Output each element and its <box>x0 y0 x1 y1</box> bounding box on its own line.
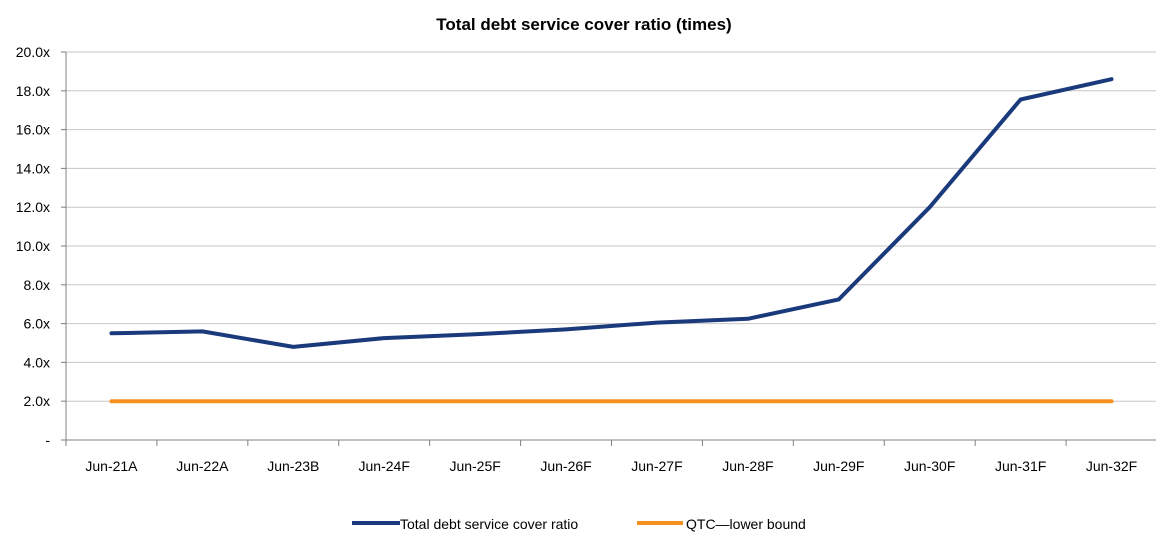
data-point-qtc-lower-bound <box>109 399 113 403</box>
data-point-dscr <box>109 331 113 335</box>
x-tick-label: Jun-32F <box>1086 458 1137 474</box>
y-tick-label: 12.0x <box>16 199 50 215</box>
data-point-qtc-lower-bound <box>1019 399 1023 403</box>
data-point-qtc-lower-bound <box>564 399 568 403</box>
data-point-dscr <box>655 321 659 325</box>
x-axis: Jun-21A Jun-22A Jun-23B Jun-24F Jun-25F Jun-2… <box>65 439 1156 474</box>
data-point-dscr <box>928 205 932 209</box>
legend-label: QTC—lower bound <box>686 516 806 532</box>
y-tick-label: 16.0x <box>16 122 50 138</box>
legend: Total debt service cover ratio QTC—lower … <box>352 516 806 532</box>
data-point-qtc-lower-bound <box>746 399 750 403</box>
y-tick-label: 10.0x <box>16 238 50 254</box>
x-tick-label: Jun-23B <box>267 458 319 474</box>
data-point-dscr <box>564 327 568 331</box>
x-tick-label: Jun-31F <box>995 458 1046 474</box>
y-tick-label: 14.0x <box>16 160 50 176</box>
x-tick-label: Jun-24F <box>359 458 410 474</box>
data-point-dscr <box>837 297 841 301</box>
x-tick-label: Jun-26F <box>540 458 591 474</box>
data-point-qtc-lower-bound <box>837 399 841 403</box>
x-tick-label: Jun-25F <box>449 458 500 474</box>
x-tick-label: Jun-28F <box>722 458 773 474</box>
data-point-dscr <box>746 317 750 321</box>
x-tick-label: Jun-22A <box>176 458 229 474</box>
x-tick-label: Jun-30F <box>904 458 955 474</box>
y-tick-label: 4.0x <box>24 354 50 370</box>
series-lines <box>109 77 1114 404</box>
data-point-dscr <box>1110 77 1114 81</box>
data-point-dscr <box>382 336 386 340</box>
data-point-qtc-lower-bound <box>1110 399 1114 403</box>
y-axis: - 2.0x 4.0x 6.0x 8.0x 10.0x 12.0x 14.0x 16.0x 18.… <box>16 44 67 448</box>
data-point-qtc-lower-bound <box>200 399 204 403</box>
x-tick-label: Jun-27F <box>631 458 682 474</box>
data-point-dscr <box>291 345 295 349</box>
y-tick-label: 18.0x <box>16 83 50 99</box>
data-point-dscr <box>473 332 477 336</box>
data-point-qtc-lower-bound <box>473 399 477 403</box>
series-line-dscr <box>109 77 1114 349</box>
x-tick-label: Jun-29F <box>813 458 864 474</box>
data-point-qtc-lower-bound <box>291 399 295 403</box>
data-point-qtc-lower-bound <box>382 399 386 403</box>
chart-title: Total debt service cover ratio (times) <box>436 15 731 34</box>
y-tick-label: 20.0x <box>16 44 50 60</box>
x-tick-label: Jun-21A <box>85 458 138 474</box>
gridlines <box>66 51 1156 402</box>
data-point-qtc-lower-bound <box>655 399 659 403</box>
y-tick-label: 6.0x <box>24 316 50 332</box>
y-tick-label: - <box>45 432 50 448</box>
y-tick-label: 8.0x <box>24 277 50 293</box>
data-point-dscr <box>200 329 204 333</box>
y-tick-label: 2.0x <box>24 393 50 409</box>
data-point-dscr <box>1019 98 1023 102</box>
legend-label: Total debt service cover ratio <box>400 516 578 532</box>
data-point-qtc-lower-bound <box>928 399 932 403</box>
